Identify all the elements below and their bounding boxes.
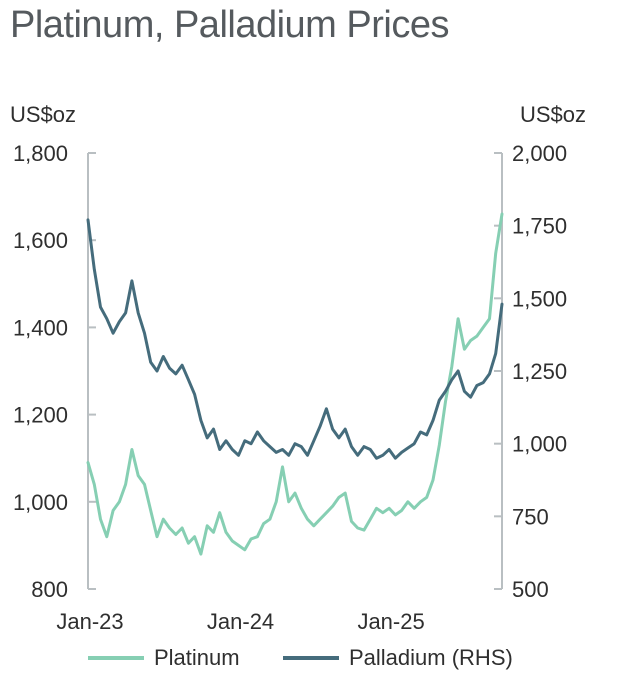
x-axis-ticks: Jan-23 Jan-24 Jan-25 <box>56 609 424 634</box>
left-axis-unit-label: US$oz <box>10 102 76 127</box>
left-axis-tick-label: 1,800 <box>13 141 68 166</box>
chart-title: Platinum, Palladium Prices <box>10 4 449 46</box>
right-axis-tick-label: 750 <box>512 504 549 529</box>
left-axis-tick-label: 1,600 <box>13 228 68 253</box>
legend-label: Platinum <box>154 645 240 670</box>
left-axis-ticks: 1,800 1,600 1,400 1,200 1,000 800 <box>13 141 96 602</box>
series-line-platinum <box>86 212 504 556</box>
right-axis-tick-label: 2,000 <box>512 141 567 166</box>
legend-label: Palladium (RHS) <box>349 645 513 670</box>
x-axis-tick-label: Jan-25 <box>357 609 424 634</box>
right-axis-tick-label: 1,000 <box>512 432 567 457</box>
series-line-palladium <box>86 218 504 460</box>
right-axis-tick-label: 1,250 <box>512 359 567 384</box>
right-axis-ticks: 2,000 1,750 1,500 1,250 1,000 750 500 <box>494 141 567 602</box>
left-axis-tick-label: 800 <box>31 577 68 602</box>
left-axis-tick-label: 1,000 <box>13 490 68 515</box>
right-axis-tick-label: 500 <box>512 577 549 602</box>
x-axis-tick-label: Jan-24 <box>207 609 274 634</box>
legend: Platinum Palladium (RHS) <box>88 645 513 670</box>
right-axis-unit-label: US$oz <box>520 102 586 127</box>
axes-group <box>87 153 503 589</box>
right-axis-tick-label: 1,750 <box>512 214 567 239</box>
x-axis-tick-label: Jan-23 <box>56 609 123 634</box>
right-axis-tick-label: 1,500 <box>512 286 567 311</box>
left-axis-tick-label: 1,200 <box>13 403 68 428</box>
left-axis-tick-label: 1,400 <box>13 315 68 340</box>
series-lines <box>86 212 504 556</box>
